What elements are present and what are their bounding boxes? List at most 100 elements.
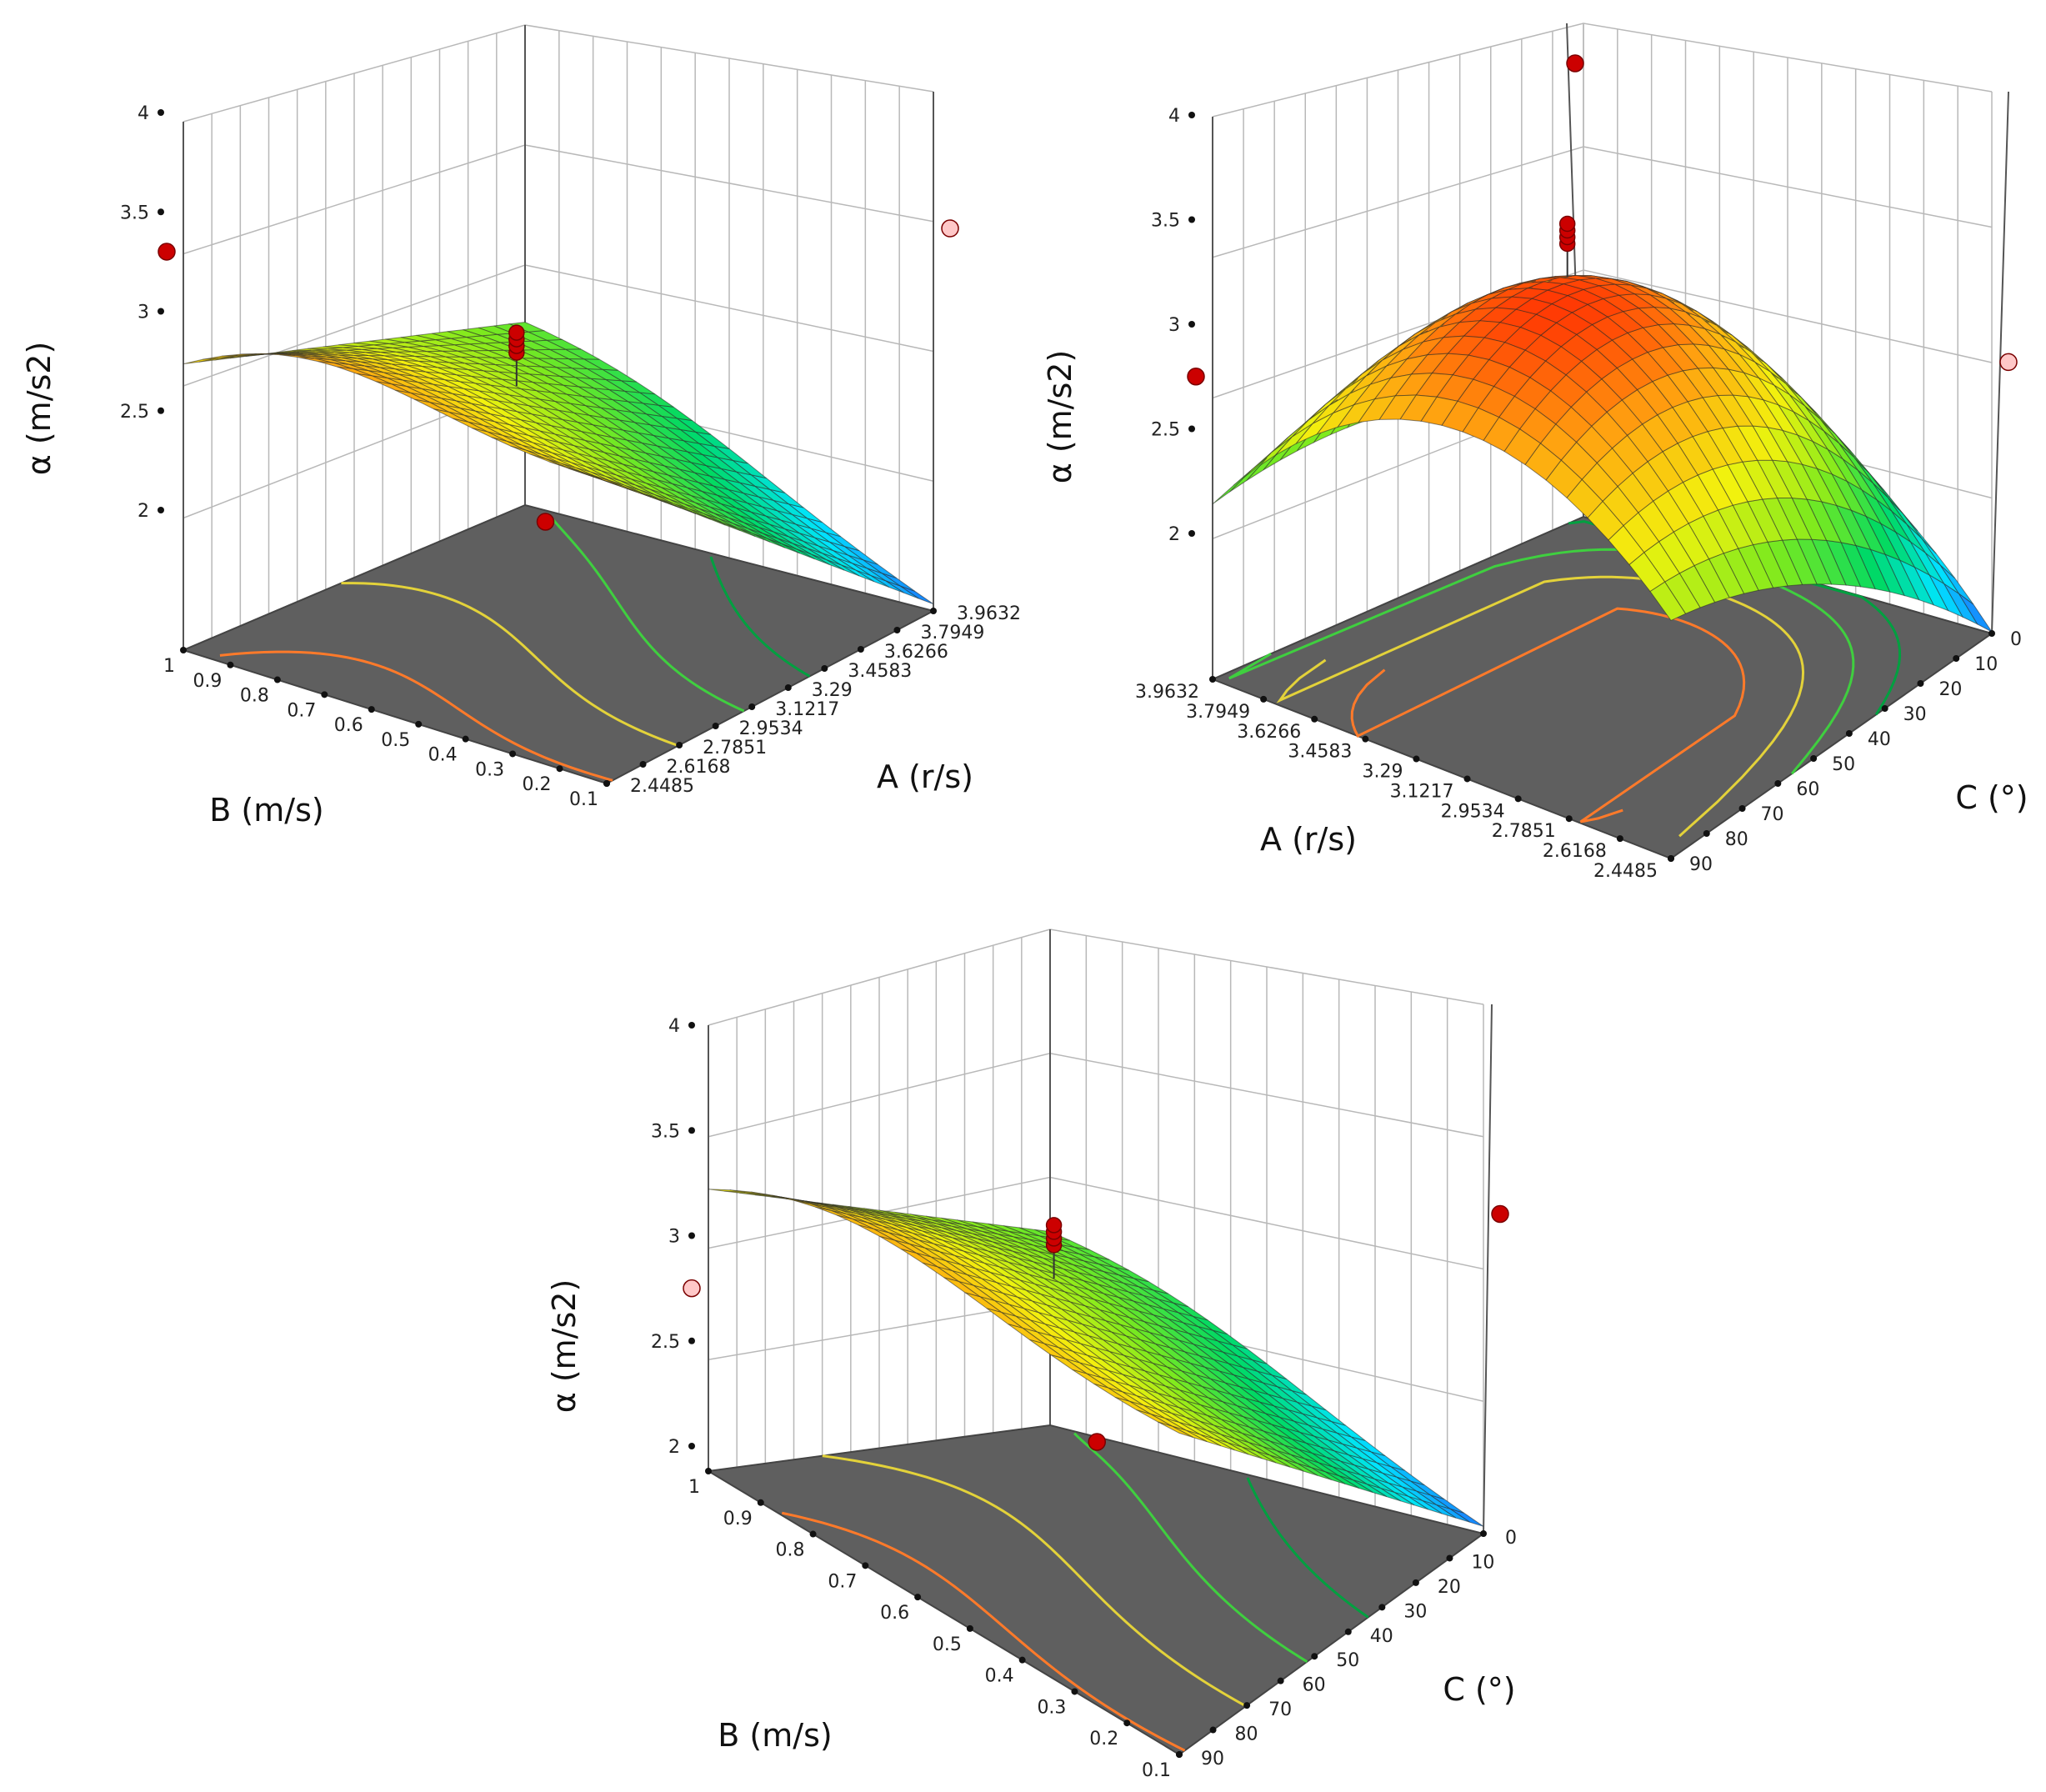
contour-line <box>1350 607 1746 823</box>
x-tick-label: 0.4 <box>428 745 458 766</box>
x-tick-label: 0.6 <box>880 1603 909 1624</box>
y-tick-mark <box>1243 1702 1251 1709</box>
x-tick-label: 0.8 <box>240 686 269 707</box>
z-axis-ticks: 2 2.5 3 3.5 4 <box>120 103 164 522</box>
y-tick-label: 10 <box>1471 1552 1494 1573</box>
z-tick-label: 3.5 <box>651 1121 680 1142</box>
x-tick-label: 0.6 <box>334 715 363 736</box>
contour-line <box>547 513 745 713</box>
y-tick-label: 2.4485 <box>630 776 694 797</box>
y-tick-mark <box>603 780 610 787</box>
x-tick-mark <box>368 706 375 713</box>
y-tick-mark <box>784 684 792 691</box>
z-tick-label: 2.5 <box>1151 420 1180 441</box>
y-tick-label: 30 <box>1903 704 1927 725</box>
center-point-marker <box>1558 215 1576 233</box>
z-tick-label: 3.5 <box>1151 211 1180 232</box>
z-tick-mark <box>688 1337 695 1344</box>
z-tick-mark <box>1188 530 1195 537</box>
surface-patch <box>183 358 218 365</box>
x-tick-label: 0.7 <box>828 1571 857 1592</box>
design-points <box>683 1204 1509 1451</box>
x-tick-mark <box>1616 835 1623 843</box>
x-tick-mark <box>1514 795 1522 803</box>
wall-gridline <box>183 144 934 255</box>
y-axis-title: C (°) <box>1443 1671 1515 1708</box>
z-tick-label: 2 <box>138 501 149 522</box>
response-surface <box>1212 274 1993 633</box>
z-tick-label: 4 <box>668 1016 680 1037</box>
x-tick-label: 0.1 <box>569 789 598 810</box>
wall-gridline <box>1212 269 1993 399</box>
y-tick-mark <box>893 627 901 633</box>
y-tick-label: 3.4583 <box>848 661 912 682</box>
y-tick-label: 60 <box>1796 779 1819 800</box>
y-tick-mark <box>857 646 864 653</box>
x-tick-label: 0.3 <box>1037 1697 1066 1718</box>
x-tick-label: 2.6168 <box>1543 841 1607 862</box>
x-axis-ticks: 1 0.9 0.8 0.7 0.6 0.5 0.4 0.3 0.2 0.1 <box>163 647 610 810</box>
contour-line <box>781 1511 1186 1752</box>
y-tick-label: 3.7949 <box>920 623 984 643</box>
surface-patch <box>899 585 934 605</box>
chart-panel-bottom: 2 2.5 3 3.5 4 1 0.9 0.8 0.7 0.6 0.5 0.4 0.3 0.2 0.1 0 10… <box>546 929 1517 1781</box>
y-axis-ticks: 0 10 20 30 40 50 60 70 80 90 <box>1176 1528 1517 1769</box>
design-point <box>158 243 176 261</box>
y-tick-label: 50 <box>1832 754 1855 775</box>
y-tick-mark <box>1176 1751 1183 1758</box>
y-tick-mark <box>1988 630 1995 637</box>
surface-patch <box>708 1189 746 1193</box>
z-axis-ticks: 2 2.5 3 3.5 4 <box>1151 106 1195 545</box>
y-tick-label: 70 <box>1268 1699 1292 1720</box>
y-tick-mark <box>1311 1653 1318 1660</box>
y-tick-mark <box>1378 1604 1386 1611</box>
design-point <box>1491 1204 1509 1224</box>
x-axis-ticks: 1 0.9 0.8 0.7 0.6 0.5 0.4 0.3 0.2 0.1 <box>688 1468 1183 1781</box>
x-tick-label: 0.9 <box>723 1509 753 1529</box>
contour-line <box>1276 575 1805 838</box>
contour-line <box>1246 1477 1369 1619</box>
y-axis-ticks: 0 10 20 30 40 50 60 70 80 90 <box>1668 629 2022 875</box>
y-tick-mark <box>930 608 937 614</box>
z-axis-ticks: 2 2.5 3 3.5 4 <box>651 1016 695 1458</box>
x-tick-mark <box>1123 1719 1131 1727</box>
contour-line <box>709 556 811 678</box>
wall-gridline <box>183 24 934 123</box>
design-point <box>1088 1433 1106 1451</box>
y-tick-mark <box>748 703 756 710</box>
y-tick-mark <box>1774 780 1782 787</box>
design-point <box>683 1279 701 1298</box>
x-tick-mark <box>227 661 234 668</box>
design-point <box>941 219 959 238</box>
x-tick-label: 0.1 <box>1142 1760 1171 1781</box>
y-tick-mark <box>1881 705 1888 712</box>
x-tick-mark <box>556 765 563 773</box>
x-tick-mark <box>415 720 423 728</box>
x-tick-mark <box>1209 676 1216 683</box>
z-axis-title: α (m/s2) <box>546 1279 583 1414</box>
z-tick-mark <box>1188 216 1195 223</box>
x-tick-mark <box>809 1530 817 1538</box>
y-tick-label: 3.1217 <box>775 699 839 720</box>
contour-line <box>1073 1432 1308 1663</box>
x-tick-label: 0.3 <box>475 759 504 780</box>
design-point <box>1999 353 2018 372</box>
x-axis-title: B (m/s) <box>718 1717 832 1754</box>
wall-gridline <box>1212 146 1993 258</box>
contour-line <box>341 582 679 748</box>
x-tick-mark <box>1311 715 1318 723</box>
z-tick-mark <box>688 1443 695 1449</box>
x-tick-mark <box>757 1499 764 1506</box>
z-tick-label: 3 <box>138 303 149 323</box>
x-tick-mark <box>1463 775 1471 783</box>
x-tick-label: 0.2 <box>1089 1729 1118 1749</box>
y-tick-label: 20 <box>1438 1577 1461 1598</box>
y-tick-mark <box>821 665 828 672</box>
z-tick-label: 3 <box>1168 315 1180 336</box>
y-tick-label: 20 <box>1938 679 1962 700</box>
x-tick-label: 3.29 <box>1362 762 1403 783</box>
z-axis-title: α (m/s2) <box>21 342 58 476</box>
y-tick-label: 0 <box>2010 629 2022 650</box>
